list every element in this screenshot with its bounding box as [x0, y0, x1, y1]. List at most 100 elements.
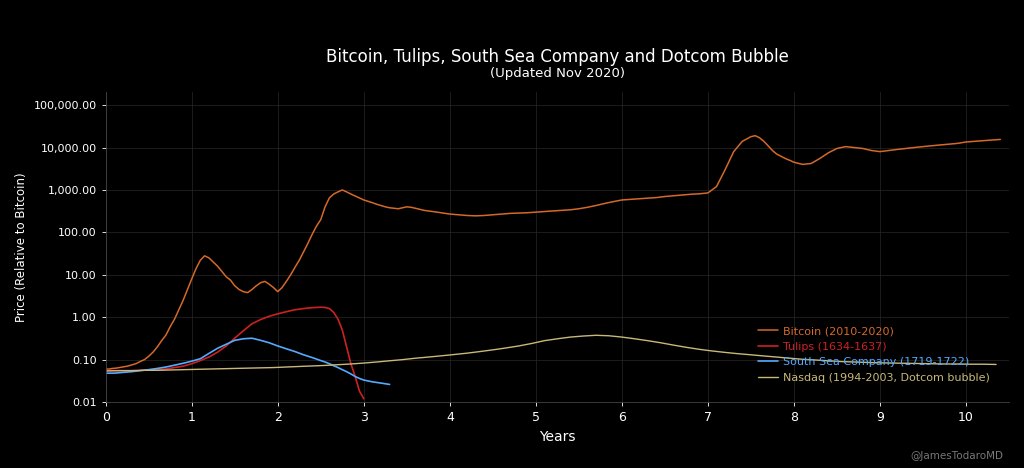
- South Sea Company (1719-1722): [367, 379, 379, 385]
- Bitcoin (2010-2020): [650, 195, 663, 200]
- Nasdaq (1994-2003, Dotcom bubble): [99, 368, 112, 374]
- Tulips (1634-1637): [211, 349, 223, 355]
- South Sea Company (1719-1722): [263, 340, 275, 345]
- Tulips (1634-1637): [177, 363, 189, 369]
- Tulips (1634-1637): [203, 354, 215, 360]
- South Sea Company (1719-1722): [211, 345, 223, 351]
- Legend: Bitcoin (2010-2020), Tulips (1634-1637), South Sea Company (1719-1722), Nasdaq (: Bitcoin (2010-2020), Tulips (1634-1637),…: [753, 322, 994, 387]
- Nasdaq (1994-2003, Dotcom bubble): [371, 359, 383, 365]
- Tulips (1634-1637): [246, 321, 258, 327]
- South Sea Company (1719-1722): [306, 355, 318, 360]
- South Sea Company (1719-1722): [195, 356, 207, 362]
- South Sea Company (1719-1722): [152, 366, 164, 371]
- South Sea Company (1719-1722): [185, 358, 198, 364]
- Text: (Updated Nov 2020): (Updated Nov 2020): [489, 67, 625, 80]
- Bitcoin (2010-2020): [99, 366, 112, 372]
- South Sea Company (1719-1722): [246, 336, 258, 341]
- South Sea Company (1719-1722): [220, 342, 232, 347]
- South Sea Company (1719-1722): [357, 377, 370, 383]
- Tulips (1634-1637): [185, 361, 198, 366]
- Tulips (1634-1637): [142, 367, 155, 373]
- Line: South Sea Company (1719-1722): South Sea Company (1719-1722): [105, 338, 389, 384]
- Tulips (1634-1637): [328, 309, 340, 315]
- South Sea Company (1719-1722): [336, 367, 348, 373]
- Bitcoin (2010-2020): [529, 209, 542, 215]
- Nasdaq (1994-2003, Dotcom bubble): [603, 333, 615, 338]
- Bitcoin (2010-2020): [994, 137, 1007, 142]
- Tulips (1634-1637): [332, 316, 344, 322]
- Tulips (1634-1637): [345, 361, 357, 366]
- Bitcoin (2010-2020): [324, 195, 336, 201]
- South Sea Company (1719-1722): [238, 336, 250, 342]
- South Sea Company (1719-1722): [271, 343, 284, 349]
- Bitcoin (2010-2020): [977, 138, 989, 144]
- South Sea Company (1719-1722): [379, 381, 391, 387]
- Tulips (1634-1637): [254, 317, 266, 322]
- South Sea Company (1719-1722): [324, 361, 336, 366]
- Tulips (1634-1637): [306, 305, 318, 310]
- Title: Bitcoin, Tulips, South Sea Company and Dotcom Bubble: Bitcoin, Tulips, South Sea Company and D…: [326, 48, 788, 66]
- Tulips (1634-1637): [349, 374, 361, 380]
- Tulips (1634-1637): [281, 309, 293, 314]
- South Sea Company (1719-1722): [99, 370, 112, 376]
- South Sea Company (1719-1722): [281, 346, 293, 351]
- South Sea Company (1719-1722): [289, 349, 301, 354]
- South Sea Company (1719-1722): [314, 358, 327, 363]
- South Sea Company (1719-1722): [125, 369, 137, 374]
- South Sea Company (1719-1722): [349, 374, 361, 380]
- Y-axis label: Price (Relative to Bitcoin): Price (Relative to Bitcoin): [15, 172, 28, 322]
- Tulips (1634-1637): [220, 343, 232, 349]
- Nasdaq (1994-2003, Dotcom bubble): [861, 359, 873, 365]
- South Sea Company (1719-1722): [332, 365, 344, 370]
- South Sea Company (1719-1722): [345, 371, 357, 377]
- South Sea Company (1719-1722): [109, 370, 121, 376]
- South Sea Company (1719-1722): [142, 367, 155, 373]
- Nasdaq (1994-2003, Dotcom bubble): [306, 363, 318, 369]
- Tulips (1634-1637): [160, 366, 172, 372]
- Bitcoin (2010-2020): [750, 133, 762, 139]
- Tulips (1634-1637): [238, 328, 250, 334]
- South Sea Company (1719-1722): [328, 363, 340, 368]
- Tulips (1634-1637): [289, 307, 301, 313]
- Tulips (1634-1637): [195, 358, 207, 363]
- South Sea Company (1719-1722): [340, 369, 352, 374]
- Nasdaq (1994-2003, Dotcom bubble): [990, 362, 1002, 367]
- Tulips (1634-1637): [125, 368, 137, 373]
- Tulips (1634-1637): [117, 368, 129, 373]
- Tulips (1634-1637): [168, 365, 180, 370]
- Tulips (1634-1637): [109, 368, 121, 373]
- Tulips (1634-1637): [340, 344, 352, 350]
- South Sea Company (1719-1722): [177, 360, 189, 366]
- Nasdaq (1994-2003, Dotcom bubble): [590, 332, 602, 338]
- Text: @JamesTodaroMD: @JamesTodaroMD: [910, 451, 1004, 461]
- South Sea Company (1719-1722): [160, 364, 172, 370]
- Tulips (1634-1637): [353, 388, 366, 394]
- Tulips (1634-1637): [99, 368, 112, 373]
- Tulips (1634-1637): [152, 367, 164, 373]
- Nasdaq (1994-2003, Dotcom bubble): [873, 360, 886, 366]
- Nasdaq (1994-2003, Dotcom bubble): [216, 366, 228, 372]
- South Sea Company (1719-1722): [353, 376, 366, 381]
- Tulips (1634-1637): [263, 314, 275, 319]
- Tulips (1634-1637): [357, 396, 370, 402]
- South Sea Company (1719-1722): [228, 337, 241, 343]
- X-axis label: Years: Years: [539, 430, 575, 444]
- South Sea Company (1719-1722): [117, 370, 129, 375]
- Tulips (1634-1637): [314, 304, 327, 310]
- South Sea Company (1719-1722): [134, 368, 146, 373]
- Tulips (1634-1637): [318, 305, 331, 310]
- Bitcoin (2010-2020): [564, 207, 577, 212]
- South Sea Company (1719-1722): [318, 359, 331, 365]
- Tulips (1634-1637): [271, 311, 284, 317]
- Tulips (1634-1637): [297, 306, 309, 311]
- Line: Nasdaq (1994-2003, Dotcom bubble): Nasdaq (1994-2003, Dotcom bubble): [105, 335, 996, 371]
- South Sea Company (1719-1722): [375, 380, 387, 386]
- South Sea Company (1719-1722): [297, 352, 309, 358]
- Tulips (1634-1637): [324, 306, 336, 311]
- Line: Bitcoin (2010-2020): Bitcoin (2010-2020): [105, 136, 1000, 369]
- South Sea Company (1719-1722): [383, 381, 395, 387]
- South Sea Company (1719-1722): [203, 351, 215, 356]
- South Sea Company (1719-1722): [254, 337, 266, 343]
- South Sea Company (1719-1722): [168, 362, 180, 368]
- Tulips (1634-1637): [336, 327, 348, 333]
